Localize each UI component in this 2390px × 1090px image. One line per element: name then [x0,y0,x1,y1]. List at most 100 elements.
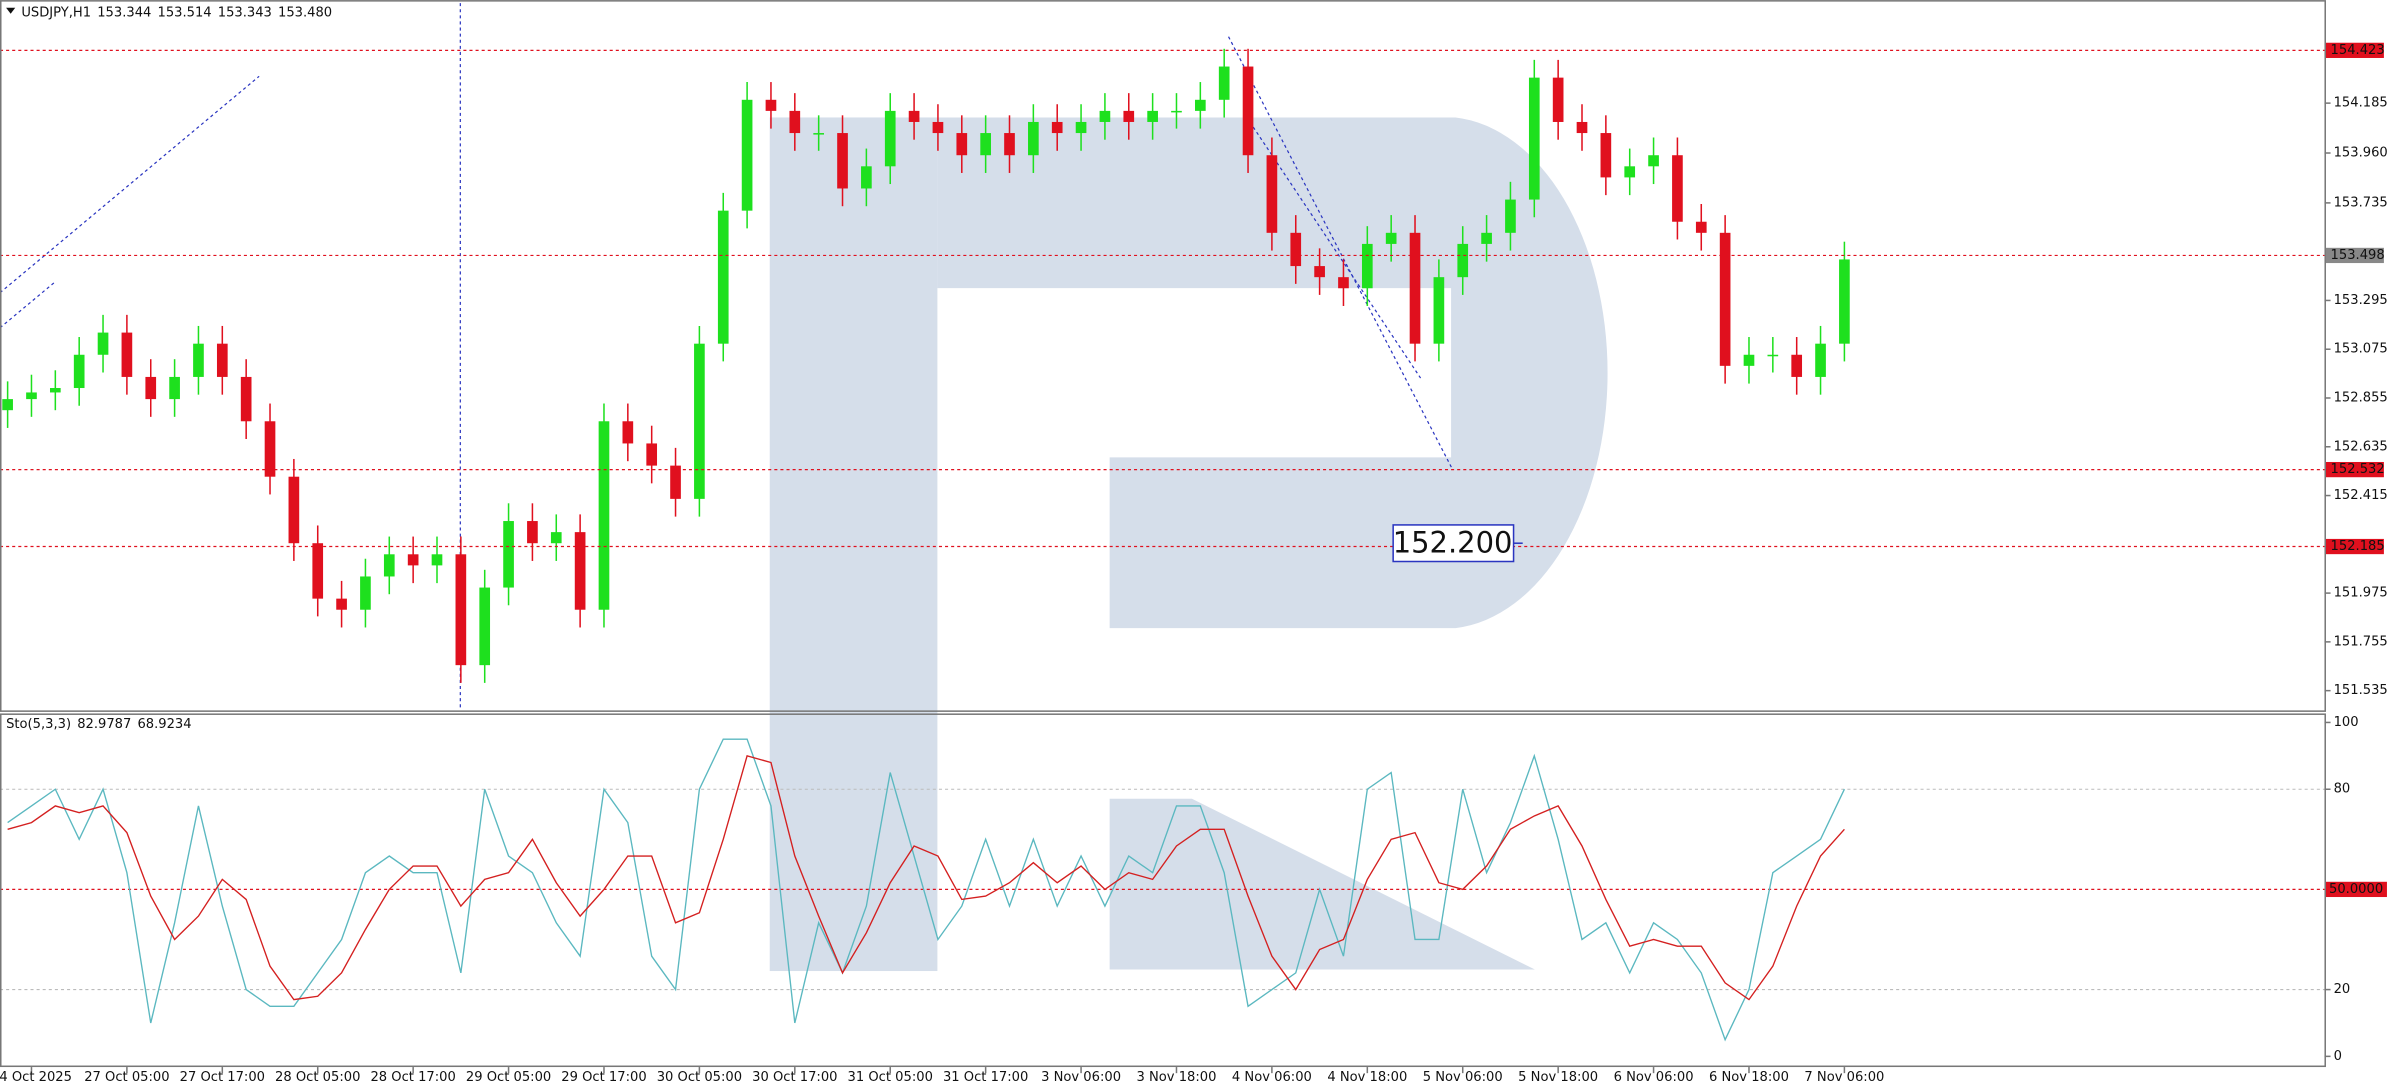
candle-body [336,598,347,610]
title-value: 153.480 [278,5,332,20]
candle-body [598,421,610,610]
x-tick-label: 4 Nov 06:00 [1232,1070,1312,1085]
candle-body [1815,343,1826,377]
x-tick-label: 5 Nov 18:00 [1518,1070,1598,1085]
drawings [0,3,1454,711]
watermark-leg [1109,798,1535,970]
candle-body [694,343,705,499]
candle-body [1433,277,1445,344]
trend-line [1227,36,1454,470]
title-text: Sto(5,3,3) [6,717,71,732]
y-tick-label: 152.415 [2334,488,2388,503]
candle-body [1409,232,1421,344]
x-tick-label: 31 Oct 05:00 [848,1070,933,1085]
y-tick-label: 153.075 [2334,342,2388,357]
oscillator-line [7,754,1845,1001]
y-tick-label: 152.635 [2334,439,2388,454]
price-panel-frame [0,0,2326,712]
candle-body [121,332,133,377]
price-level-tag [2325,538,2384,555]
candle-body [383,554,395,577]
candle-body [956,133,968,156]
y-tick-label: 20 [2334,982,2351,997]
x-tick-label: 27 Oct 05:00 [84,1070,169,1085]
candle-body [1481,232,1492,244]
candle-body [97,332,109,355]
watermark [769,117,1608,972]
candle-body [1457,243,1469,278]
candle-body [884,110,896,167]
x-tick-label: 29 Oct 05:00 [466,1070,551,1085]
candle-body [1171,110,1182,113]
title-value: 153.514 [157,5,211,20]
candle-body [169,376,180,400]
y-tick-label: 154.185 [2334,96,2388,111]
candle-body [813,133,825,135]
candle-body [1314,266,1325,278]
price-level-tag [2325,42,2384,58]
price-level-label: 152.532 [2331,462,2385,477]
price-level-tag [2325,461,2384,478]
trend-line [0,75,260,294]
candle-body [861,166,872,189]
candle-body [646,443,658,466]
panel-title: USDJPY,H1 153.344 153.514 153.343 153.480 [21,5,332,20]
candle-body [1004,133,1015,156]
candle-body [717,210,729,344]
current-price-label: 153.498 [2331,248,2385,263]
candle-body [1624,166,1636,178]
x-tick-label: 30 Oct 05:00 [657,1070,742,1085]
candle-body [1648,155,1659,167]
candle-body [1695,221,1707,233]
x-tick-label: 3 Nov 18:00 [1137,1070,1217,1085]
x-tick-label: 5 Nov 06:00 [1423,1070,1503,1085]
candle-body [1123,110,1135,122]
title-value: 153.343 [218,5,272,20]
y-tick-label: 152.855 [2334,390,2388,405]
candle-body [145,376,157,400]
candle-body [527,521,538,544]
candle-body [431,554,443,566]
x-tick-label: 28 Oct 17:00 [370,1070,455,1085]
oscillator-line [7,738,1846,1042]
candle-body [765,99,777,111]
y-tick-label: 153.735 [2334,195,2388,210]
candle-body [1385,232,1397,244]
candle-body [622,421,634,444]
annotation-label: 152.200 [1393,526,1513,560]
candle-body [1552,77,1564,122]
candle-body [407,554,419,566]
y-tick-label: 153.960 [2334,146,2388,161]
candle-body [240,376,252,422]
trend-line [1249,121,1422,379]
x-tick-label: 7 Nov 06:00 [1804,1070,1884,1085]
candle-body [1266,155,1278,233]
y-tick-label: 153.295 [2334,293,2388,308]
candle-body [1195,99,1206,111]
x-tick-label: 29 Oct 17:00 [561,1070,646,1085]
y-tick-label: 151.755 [2334,634,2388,649]
watermark-bowl [937,117,1608,629]
candle-body [312,543,324,599]
candle-body [1290,232,1302,267]
candle-body [1576,121,1588,134]
x-tick-label: 6 Nov 06:00 [1614,1070,1694,1085]
candle-body [1505,199,1516,233]
x-tick-label: 28 Oct 05:00 [275,1070,360,1085]
candle-body [193,343,204,377]
menu-triangle[interactable] [6,7,16,14]
candle-body [479,587,491,666]
y-tick-label: 0 [2334,1049,2342,1064]
candle-body [1767,354,1779,357]
candle-body [550,532,562,544]
current-price-tag [2325,247,2384,264]
price-level-label: 152.185 [2331,539,2385,554]
candle-body [980,133,991,156]
price-level-label: 154.423 [2331,43,2385,58]
title-value: 153.344 [97,5,151,20]
candle-body [1051,121,1063,134]
title-value: 68.9234 [137,717,191,732]
candle-body [908,110,920,122]
candle-body [264,421,276,477]
title-value: 82.9787 [77,717,131,732]
